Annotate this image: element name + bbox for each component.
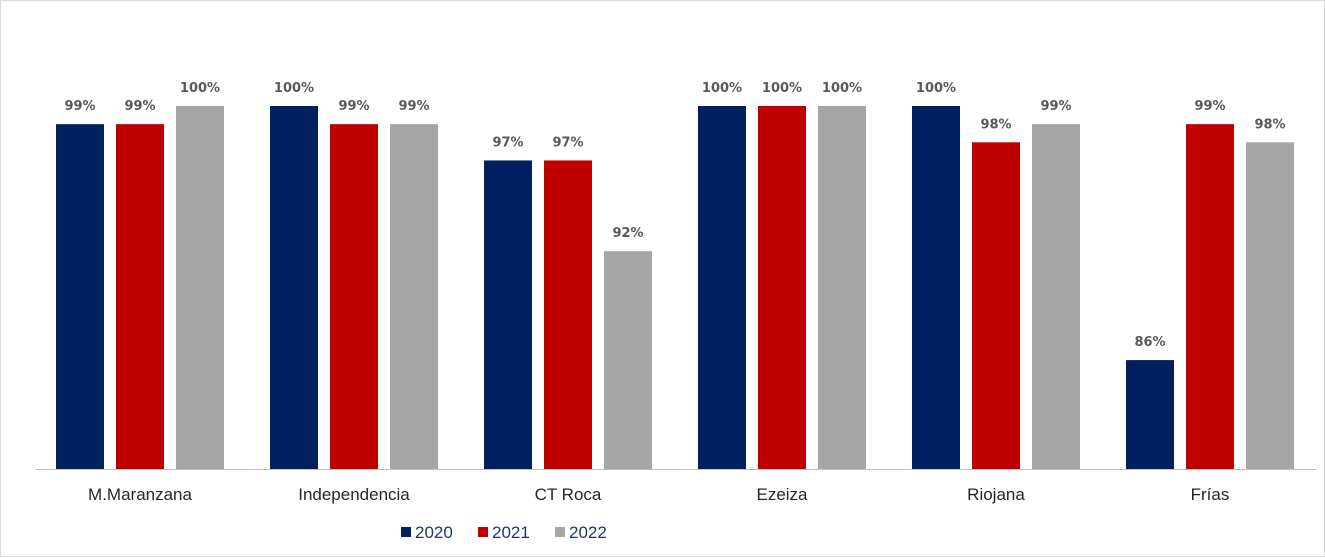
category-label-3: Ezeiza	[756, 485, 808, 504]
bar-2022-2	[604, 251, 652, 469]
legend-label-2022: 2022	[569, 523, 607, 542]
legend-label-2021: 2021	[492, 523, 530, 542]
category-label-1: Independencia	[298, 485, 410, 504]
category-label-0: M.Maranzana	[88, 485, 192, 504]
bar-2021-0	[116, 124, 164, 470]
legend-label-2020: 2020	[415, 523, 453, 542]
data-label-2021-0: 99%	[124, 99, 155, 114]
data-label-2021-3: 100%	[762, 81, 802, 96]
category-label-2: CT Roca	[535, 485, 602, 504]
bar-2022-3	[818, 106, 866, 469]
bar-2020-2	[484, 160, 532, 469]
data-label-2021-4: 98%	[980, 117, 1011, 132]
data-label-2021-1: 99%	[338, 99, 369, 114]
bar-labels-layer: 99% 99% 100% 100% 99% 99% 97% 97% 92% 100% 100% 100…	[64, 81, 1285, 350]
bar-2021-3	[758, 106, 806, 469]
data-label-2020-4: 100%	[916, 81, 956, 96]
data-label-2022-2: 92%	[612, 226, 643, 241]
bar-2020-4	[912, 106, 960, 469]
bar-2021-5	[1186, 124, 1234, 470]
data-label-2020-3: 100%	[702, 81, 742, 96]
data-label-2020-1: 100%	[274, 81, 314, 96]
bar-2021-4	[972, 142, 1020, 470]
bars-layer	[56, 106, 1294, 470]
bar-2020-1	[270, 106, 318, 469]
data-label-2020-2: 97%	[492, 135, 523, 150]
bar-2021-2	[544, 160, 592, 469]
bar-2021-1	[330, 124, 378, 470]
category-labels-layer: M.Maranzana Independencia CT Roca Ezeiza Rio…	[88, 485, 1229, 504]
bar-2020-5	[1126, 360, 1174, 469]
bar-2022-0	[176, 106, 224, 469]
bar-2022-5	[1246, 142, 1294, 470]
category-label-4: Riojana	[967, 485, 1025, 504]
bar-2020-0	[56, 124, 104, 470]
bar-2020-3	[698, 106, 746, 469]
data-label-2022-5: 98%	[1254, 117, 1285, 132]
legend: 2020 2021 2022	[401, 523, 607, 542]
data-label-2022-4: 99%	[1040, 99, 1071, 114]
data-label-2020-5: 86%	[1134, 335, 1165, 350]
data-label-2022-3: 100%	[822, 81, 862, 96]
data-label-2021-5: 99%	[1194, 99, 1225, 114]
legend-swatch-2022	[555, 527, 565, 537]
category-label-5: Frías	[1191, 485, 1230, 504]
bar-2022-1	[390, 124, 438, 470]
bar-2022-4	[1032, 124, 1080, 470]
legend-swatch-2020	[401, 527, 411, 537]
data-label-2022-1: 99%	[398, 99, 429, 114]
data-label-2021-2: 97%	[552, 135, 583, 150]
data-label-2020-0: 99%	[64, 99, 95, 114]
data-label-2022-0: 100%	[180, 81, 220, 96]
legend-swatch-2021	[478, 527, 488, 537]
